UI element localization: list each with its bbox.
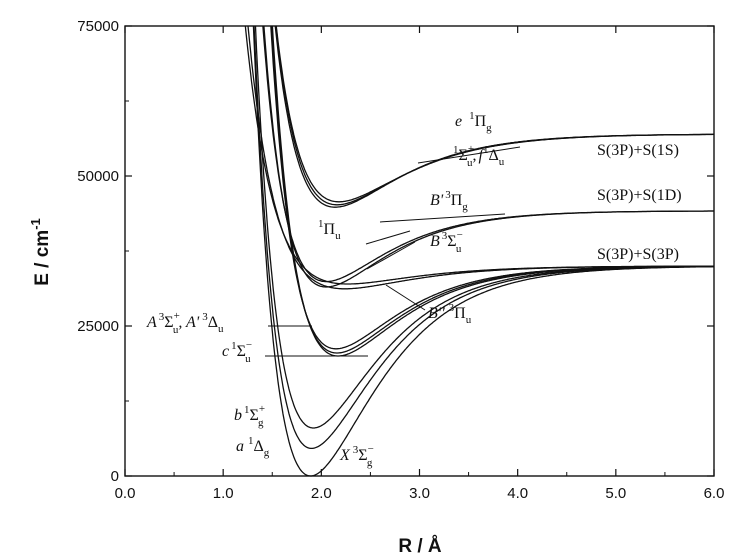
asymptote-label-1S: S(3P)+S(1S): [597, 142, 679, 159]
label-a1Deltag: a 1Δg: [236, 435, 270, 459]
label-Bpp3Piu: B'' 3Πu: [428, 302, 472, 326]
x-tick-label-2: 2.0: [311, 485, 332, 502]
asymptote-label-1D: S(3P)+S(1D): [597, 187, 682, 204]
leader-line-1: [379, 213, 506, 223]
curve-7: [244, 26, 714, 285]
curve-5: [270, 26, 714, 350]
curve-12: [275, 26, 714, 203]
y-axis-title-group: E / cm-1: [28, 218, 53, 286]
label-e1Pig: e 1Πg: [455, 110, 492, 134]
curve-1: [253, 26, 714, 450]
label-b1Sigg: b 1Σ+ g: [234, 403, 265, 429]
curve-11: [275, 26, 714, 206]
label-X3Sigg: X 3Σ− g: [339, 443, 374, 469]
label-A3Sigu-Ap3Delta: A 3Σ+ u, A' 3Δu: [146, 310, 224, 336]
curve-0: [252, 26, 714, 477]
x-tick-label-4: 4.0: [507, 485, 528, 502]
leader-line-4: [385, 284, 426, 311]
label-sigma-f1Delta: 1Σ+ u, f1Δu: [453, 143, 505, 169]
svg-text:E / cm-1: E / cm-1: [28, 218, 53, 286]
y-tick-label-2: 50000: [77, 168, 119, 185]
curve-3: [271, 26, 714, 357]
x-tick-label-5: 5.0: [605, 485, 626, 502]
leader-line-3: [366, 241, 416, 270]
label-1Piu: 1Πu: [318, 218, 341, 242]
x-tick-label-1: 1.0: [213, 485, 234, 502]
curve-10: [274, 26, 714, 208]
label-B3Sigu: B 3Σ− u: [430, 229, 463, 255]
x-tick-label-6: 6.0: [704, 485, 725, 502]
leader-line-0: [417, 146, 521, 164]
curve-group: [244, 26, 715, 477]
leader-lines: [265, 146, 521, 357]
y-tick-label-1: 25000: [77, 318, 119, 335]
leader-line-2: [365, 230, 411, 245]
y-axis-title: E / cm: [32, 230, 53, 286]
y-tick-label-0: 0: [111, 468, 119, 485]
curve-2: [254, 26, 714, 429]
curve-9: [262, 26, 714, 283]
label-Bp3Pig: B' 3Πg: [430, 189, 468, 213]
x-tick-label-0: 0.0: [115, 485, 136, 502]
curve-4: [271, 26, 715, 354]
y-tick-label-3: 75000: [77, 18, 119, 35]
y-axis-title-exponent: -1: [28, 218, 43, 230]
label-c1Sigu: c 1Σ− u: [222, 339, 252, 365]
asymptote-label-3P: S(3P)+S(3P): [597, 246, 679, 263]
x-tick-label-3: 3.0: [409, 485, 430, 502]
x-axis-title: R / Å: [398, 536, 442, 557]
axis-ticks: 0.0 1.0 2.0 3.0 4.0 5.0 6.0 0 25000 50000 75000: [77, 18, 724, 502]
